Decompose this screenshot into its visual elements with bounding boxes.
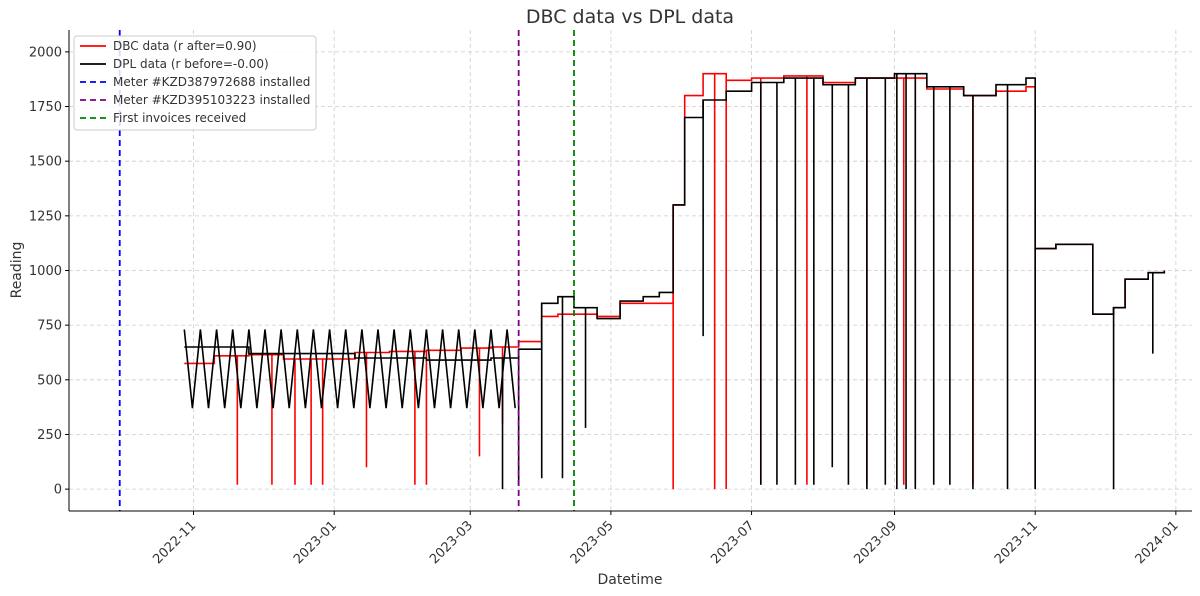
y-axis-title: Reading — [9, 242, 25, 299]
series-oscillation — [183, 329, 516, 409]
legend-label: DPL data (r before=-0.00) — [113, 57, 269, 71]
x-tick-label: 2022-11 — [150, 518, 199, 567]
legend-label: Meter #KZD387972688 installed — [113, 75, 310, 89]
y-tick-label: 1250 — [29, 209, 62, 224]
y-tick-label: 1750 — [29, 100, 62, 115]
series-line — [184, 72, 1166, 361]
x-tick-label: 2024-01 — [1133, 518, 1182, 567]
plot-area — [183, 72, 1166, 490]
y-tick-label: 1000 — [29, 264, 62, 279]
x-axis-title: Datetime — [597, 572, 662, 588]
y-tick-label: 2000 — [29, 45, 62, 60]
x-tick-label: 2023-11 — [992, 518, 1041, 567]
series-dbc — [184, 72, 1166, 490]
y-tick-label: 750 — [37, 319, 62, 334]
legend-label: DBC data (r after=0.90) — [113, 39, 257, 53]
legend-label: Meter #KZD395103223 installed — [113, 93, 310, 107]
x-tick-label: 2023-07 — [708, 518, 757, 567]
series-line — [184, 72, 1166, 365]
chart-title: DBC data vs DPL data — [526, 6, 734, 28]
x-tick-label: 2023-05 — [568, 518, 617, 567]
legend-box — [73, 35, 317, 131]
y-tick-label: 1500 — [29, 155, 62, 170]
x-tick-label: 2023-09 — [851, 518, 900, 567]
y-tick-label: 250 — [37, 428, 62, 443]
y-tick-label: 500 — [37, 373, 62, 388]
x-tick-label: 2023-03 — [427, 518, 476, 567]
legend: DBC data (r after=0.90) DPL data (r befor… — [73, 35, 317, 131]
legend-label: First invoices received — [113, 111, 246, 125]
y-tick-label: 0 — [54, 483, 62, 498]
grid — [69, 30, 1192, 511]
series-dpl — [183, 72, 1166, 490]
x-tick-label: 2023-01 — [291, 518, 340, 567]
